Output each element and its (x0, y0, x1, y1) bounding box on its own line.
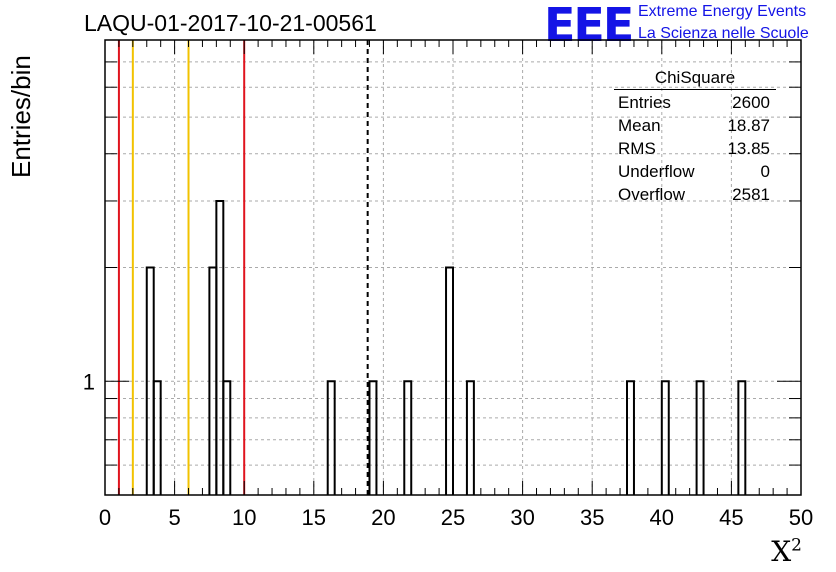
stats-value: 0 (760, 162, 770, 181)
histogram-bin (222, 380, 232, 495)
stats-row: Entries 2600 (614, 93, 776, 116)
x-tick-label: 15 (302, 505, 326, 530)
histogram-bin (403, 380, 413, 495)
x-axis-label-sup: 2 (791, 535, 802, 556)
stats-label: Overflow (618, 185, 686, 204)
chart-title: LAQU-01-2017-10-21-00561 (84, 10, 377, 36)
stats-row: RMS 13.85 (614, 139, 776, 162)
x-tick-label: 5 (168, 505, 180, 530)
logo-mark: EEE (544, 0, 634, 52)
x-tick-label: 20 (371, 505, 395, 530)
stats-label: Underflow (618, 162, 695, 181)
stats-title: ChiSquare (614, 68, 776, 90)
stats-value: 2581 (732, 185, 770, 204)
histogram-bin (737, 380, 747, 495)
histogram-bin (445, 266, 454, 495)
histogram-bin (626, 380, 635, 495)
stats-label: Entries (618, 93, 671, 112)
stats-label: Mean (618, 116, 661, 135)
histogram-bin (215, 199, 225, 495)
stats-value: 2600 (732, 93, 770, 112)
stats-box: ChiSquare Entries 2600 Mean 18.87 RMS 13.85 Un… (614, 68, 776, 208)
histogram-bin (368, 380, 378, 495)
stats-value: 13.85 (727, 139, 770, 158)
x-axis-label: X2 (771, 535, 802, 568)
stats-row: Underflow 0 (614, 162, 776, 185)
x-tick-label: 35 (580, 505, 604, 530)
x-tick-label: 25 (441, 505, 465, 530)
x-tick-label: 30 (510, 505, 534, 530)
x-tick-label: 45 (719, 505, 743, 530)
logo-line-2: La Scienza nelle Scuole (638, 25, 809, 42)
histogram-bin (660, 380, 670, 495)
stats-value: 18.87 (727, 116, 770, 135)
stats-label: RMS (618, 139, 656, 158)
x-axis-label-base: X (771, 535, 792, 568)
x-tick-label: 0 (99, 505, 111, 530)
stats-row: Mean 18.87 (614, 116, 776, 139)
histogram-bin (152, 380, 162, 495)
y-tick-label: 1 (83, 369, 95, 394)
logo-line-1: Extreme Energy Events (638, 3, 807, 20)
stats-row: Overflow 2581 (614, 185, 776, 208)
x-tick-label: 50 (789, 505, 813, 530)
histogram-bin (465, 380, 475, 495)
x-tick-label: 10 (232, 505, 256, 530)
histogram-bin (326, 380, 336, 495)
x-tick-label: 40 (650, 505, 674, 530)
stats-rows: Entries 2600 Mean 18.87 RMS 13.85 Underflow 0 Ov… (614, 93, 776, 208)
histogram-bin (695, 380, 705, 495)
